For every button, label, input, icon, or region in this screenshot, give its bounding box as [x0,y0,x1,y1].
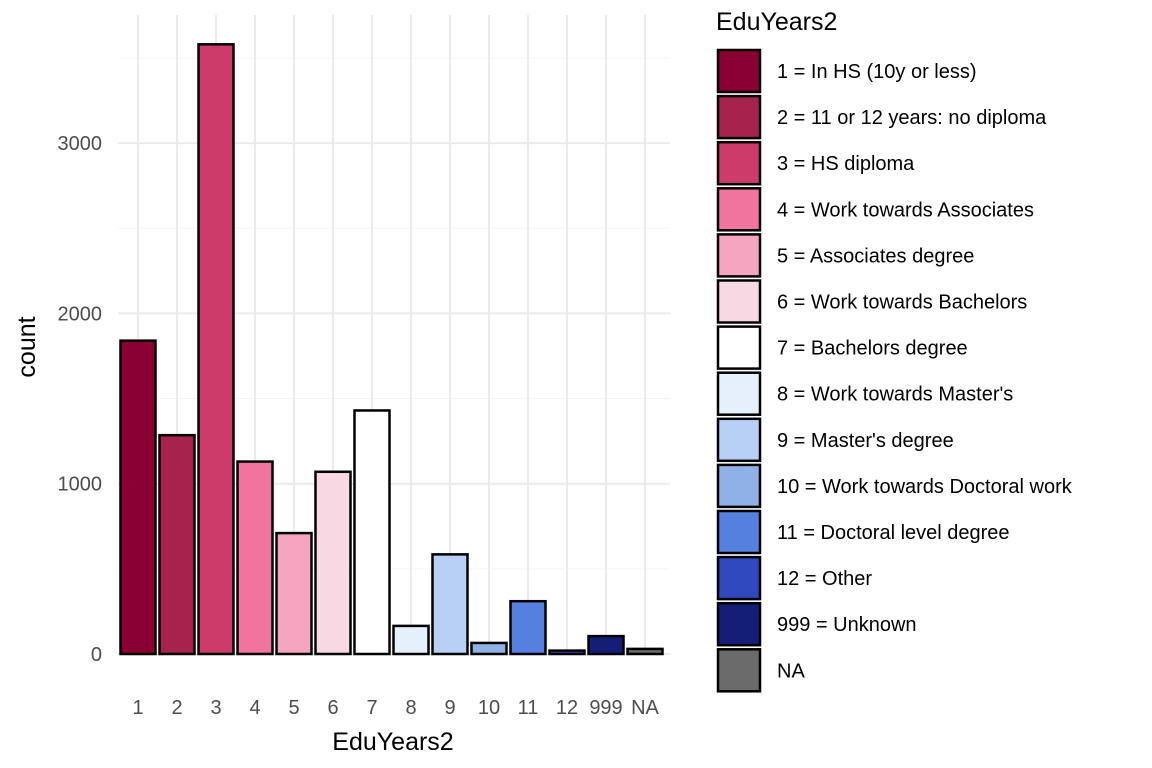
x-tick-label: 3 [210,697,221,719]
legend-key-10 [716,463,762,509]
bars [119,43,664,656]
legend-label-9: 9 = Master's degree [777,430,954,452]
bar-NA [626,647,664,656]
x-tick-label: 11 [518,697,539,719]
legend-label-2: 2 = 11 or 12 years: no diploma [777,107,1047,129]
bar-8 [392,624,430,656]
legend-label-999: 999 = Unknown [777,614,917,636]
x-tick-label: 9 [444,697,455,719]
legend-key-7 [716,325,762,370]
bar-11 [509,599,547,656]
y-axis-title: count [13,316,41,377]
legend-key-8 [716,371,762,416]
legend-label-3: 3 = HS diploma [777,153,915,175]
x-tick-label: 6 [327,697,338,719]
legend-key-11 [716,509,762,555]
x-axis-ticks: 1 2 3 4 5 6 7 8 9 10 11 12 999 NA [132,697,659,719]
bar-999 [587,634,625,656]
legend-title: EduYears2 [716,8,837,36]
x-tick-label: 4 [249,697,260,719]
bar-10 [470,641,508,656]
legend: EduYears2 1 = In HS (10y or less) 2 = 11 … [716,8,1073,693]
legend-key-9 [716,417,762,463]
y-tick-label: 3000 [58,133,103,155]
y-tick-label: 1000 [58,474,103,496]
legend-key-3 [716,140,762,186]
x-tick-label: 8 [405,697,416,719]
legend-label-7: 7 = Bachelors degree [777,338,968,360]
legend-label-10: 10 = Work towards Doctoral work [777,476,1073,498]
legend-key-12 [716,555,762,601]
bar-2 [158,433,196,656]
legend-label-NA: NA [777,660,805,682]
y-tick-label: 0 [91,644,102,666]
bar-5 [275,531,313,656]
x-tick-label: 12 [556,697,578,719]
y-axis-ticks: 0 1000 2000 3000 [58,133,103,666]
legend-key-4 [716,187,762,232]
y-tick-label: 2000 [58,303,103,325]
bar-7 [353,409,391,656]
legend-key-6 [716,279,762,324]
x-tick-label: 10 [478,697,500,719]
legend-key-999 [716,601,762,647]
legend-key-5 [716,233,762,278]
legend-label-12: 12 = Other [777,568,872,590]
legend-label-4: 4 = Work towards Associates [777,199,1034,221]
bar-4 [236,460,274,656]
x-tick-label: 5 [288,697,299,719]
legend-label-8: 8 = Work towards Master's [777,384,1013,406]
bar-6 [314,470,352,656]
x-tick-label: 7 [366,697,377,719]
bar-1 [119,339,157,656]
x-tick-label: 2 [171,697,182,719]
x-axis-title: EduYears2 [332,728,453,756]
bar-12 [548,649,586,656]
legend-key-1 [716,48,762,94]
bar-3 [197,43,235,656]
legend-label-5: 5 = Associates degree [777,245,974,267]
bar-9 [431,553,469,656]
legend-label-1: 1 = In HS (10y or less) [777,61,977,83]
x-tick-label: NA [631,697,659,719]
legend-label-6: 6 = Work towards Bachelors [777,292,1027,314]
x-tick-label: 999 [589,697,622,719]
legend-label-11: 11 = Doctoral level degree [777,522,1010,544]
legend-key-2 [716,94,762,140]
x-tick-label: 1 [132,697,143,719]
legend-key-NA [716,648,762,693]
